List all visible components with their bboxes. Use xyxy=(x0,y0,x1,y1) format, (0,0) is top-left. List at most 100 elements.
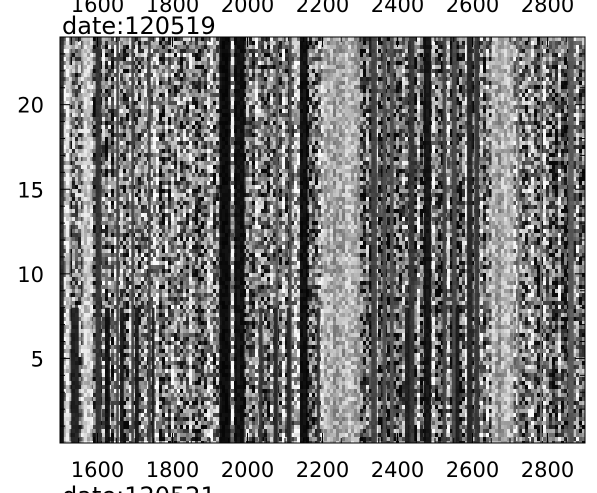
noise-cell xyxy=(171,221,174,225)
noise-cell xyxy=(135,281,138,285)
noise-cell xyxy=(78,113,81,117)
noise-cell xyxy=(141,277,144,281)
noise-cell xyxy=(105,133,108,137)
noise-cell xyxy=(72,121,75,125)
noise-cell xyxy=(165,297,168,301)
noise-cell xyxy=(78,241,81,245)
noise-cell xyxy=(102,433,105,437)
noise-cell xyxy=(93,249,96,253)
noise-cell xyxy=(144,165,147,169)
noise-cell xyxy=(93,401,96,405)
noise-cell xyxy=(126,97,129,101)
noise-cell xyxy=(108,73,111,77)
noise-cell xyxy=(144,169,147,173)
noise-cell xyxy=(141,381,144,385)
noise-cell xyxy=(75,257,78,261)
noise-cell xyxy=(141,273,144,277)
noise-cell xyxy=(165,233,168,237)
noise-cell xyxy=(144,233,147,237)
noise-cell xyxy=(153,217,156,221)
noise-cell xyxy=(120,69,123,73)
noise-cell xyxy=(159,313,162,317)
noise-cell xyxy=(111,345,114,349)
noise-cell xyxy=(168,137,171,141)
noise-cell xyxy=(174,61,177,65)
noise-cell xyxy=(156,241,159,245)
noise-cell xyxy=(120,137,123,141)
noise-cell xyxy=(135,153,138,157)
noise-cell xyxy=(105,49,108,53)
noise-cell xyxy=(144,241,147,245)
noise-cell xyxy=(144,265,147,269)
noise-cell xyxy=(108,101,111,105)
noise-cell xyxy=(174,145,177,149)
noise-cell xyxy=(168,425,171,429)
noise-cell xyxy=(111,161,114,165)
noise-cell xyxy=(135,109,138,113)
noise-cell xyxy=(111,213,114,217)
noise-cell xyxy=(162,389,165,393)
noise-cell xyxy=(93,113,96,117)
noise-cell xyxy=(159,81,162,85)
noise-cell xyxy=(156,369,159,373)
noise-cell xyxy=(144,217,147,221)
noise-cell xyxy=(93,65,96,69)
noise-cell xyxy=(78,137,81,141)
noise-cell xyxy=(168,401,171,405)
noise-cell xyxy=(171,341,174,345)
noise-cell xyxy=(105,245,108,249)
noise-cell xyxy=(75,249,78,253)
noise-cell xyxy=(111,389,114,393)
noise-cell xyxy=(75,93,78,97)
noise-cell xyxy=(156,333,159,337)
noise-cell xyxy=(141,165,144,169)
noise-cell xyxy=(78,289,81,293)
noise-cell xyxy=(72,153,75,157)
noise-cell xyxy=(159,173,162,177)
noise-cell xyxy=(93,157,96,161)
noise-cell xyxy=(93,121,96,125)
noise-cell xyxy=(72,93,75,97)
noise-cell xyxy=(120,109,123,113)
noise-cell xyxy=(126,425,129,429)
noise-cell xyxy=(171,69,174,73)
noise-cell xyxy=(93,373,96,377)
noise-cell xyxy=(111,93,114,97)
noise-cell xyxy=(135,81,138,85)
noise-cell xyxy=(108,281,111,285)
noise-cell xyxy=(144,105,147,109)
noise-cell xyxy=(162,125,165,129)
noise-cell xyxy=(126,353,129,357)
noise-cell xyxy=(168,261,171,265)
noise-cell xyxy=(105,73,108,77)
noise-cell xyxy=(111,393,114,397)
noise-cell xyxy=(120,173,123,177)
noise-cell xyxy=(171,257,174,261)
noise-cell xyxy=(165,133,168,137)
noise-cell xyxy=(171,261,174,265)
noise-cell xyxy=(102,145,105,149)
noise-cell xyxy=(162,161,165,165)
noise-cell xyxy=(102,369,105,373)
noise-cell xyxy=(159,113,162,117)
noise-cell xyxy=(78,229,81,233)
noise-cell xyxy=(168,309,171,313)
noise-cell xyxy=(141,269,144,273)
noise-cell xyxy=(162,69,165,73)
noise-cell xyxy=(162,77,165,81)
noise-cell xyxy=(165,249,168,253)
noise-cell xyxy=(126,217,129,221)
noise-cell xyxy=(168,297,171,301)
noise-cell xyxy=(123,141,126,145)
noise-cell xyxy=(156,177,159,181)
noise-cell xyxy=(156,145,159,149)
noise-cell xyxy=(75,141,78,145)
noise-cell xyxy=(135,53,138,57)
noise-cell xyxy=(123,65,126,69)
noise-cell xyxy=(138,257,141,261)
noise-cell xyxy=(156,205,159,209)
noise-cell xyxy=(168,377,171,381)
noise-cell xyxy=(159,93,162,97)
noise-cell xyxy=(159,165,162,169)
noise-cell xyxy=(126,257,129,261)
